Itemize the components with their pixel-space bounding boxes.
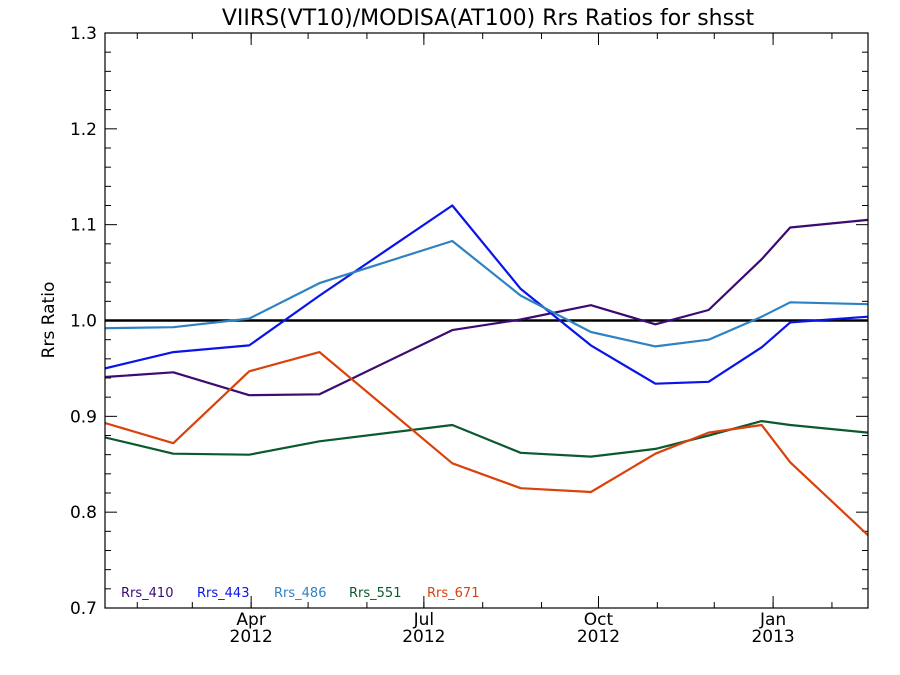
x-tick-label-year: 2012: [577, 627, 620, 647]
y-tick-label: 0.9: [70, 407, 97, 427]
series-line-rrs-551: [105, 420, 868, 458]
y-tick-label: 1.3: [70, 24, 97, 44]
series-line-rrs-443: [105, 204, 868, 385]
axes-layer: 0.70.80.91.01.11.21.3Apr2012Jul2012Oct20…: [70, 24, 868, 647]
x-tick-label-year: 2013: [751, 627, 794, 647]
legend: Rrs_410 Rrs_443 Rrs_486 Rrs_551 Rrs_671: [121, 586, 479, 601]
series-layer: [105, 204, 868, 537]
x-tick-label-year: 2012: [230, 627, 273, 647]
x-tick-label-month: Oct: [584, 610, 614, 630]
x-tick-label-month: Apr: [236, 610, 265, 630]
y-tick-label: 0.8: [70, 503, 97, 523]
y-tick-label: 1.1: [70, 216, 97, 236]
y-tick-label: 0.7: [70, 599, 97, 619]
legend-entry-rrs-443: Rrs_443: [197, 586, 249, 601]
x-tick-label-year: 2012: [402, 627, 445, 647]
chart-title: VIIRS(VT10)/MODISA(AT100) Rrs Ratios for…: [222, 6, 755, 31]
legend-entry-rrs-486: Rrs_486: [274, 586, 326, 601]
plot-frame: [104, 32, 869, 609]
x-tick-label-month: Jul: [413, 610, 435, 630]
series-line-rrs-486: [105, 239, 868, 348]
y-axis-label: Rrs Ratio: [39, 282, 59, 359]
series-line-rrs-410: [105, 218, 868, 397]
y-tick-label: 1.2: [70, 120, 97, 140]
legend-entry-rrs-410: Rrs_410: [121, 586, 173, 601]
y-tick-label: 1.0: [70, 312, 97, 332]
legend-entry-rrs-671: Rrs_671: [427, 586, 479, 601]
legend-entry-rrs-551: Rrs_551: [349, 586, 401, 601]
series-line-rrs-671: [105, 351, 868, 537]
x-tick-label-month: Jan: [759, 610, 786, 630]
